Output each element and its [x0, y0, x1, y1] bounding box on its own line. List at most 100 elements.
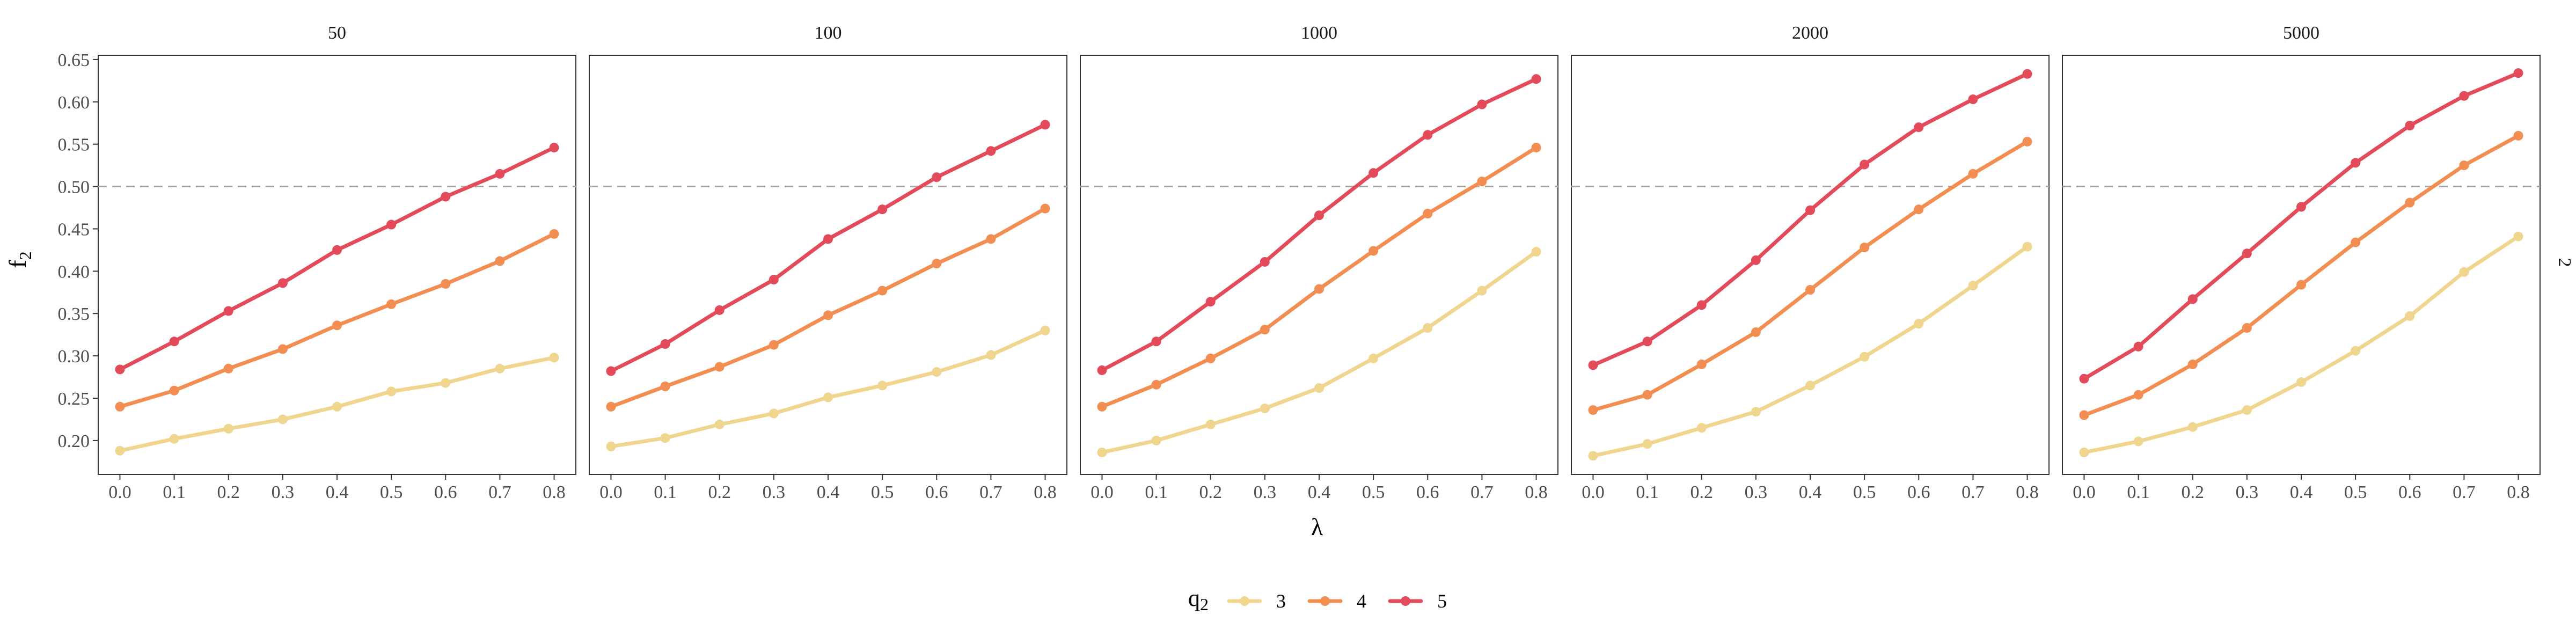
x-tick-label: 0.8	[2016, 482, 2039, 502]
data-point	[2513, 130, 2523, 141]
data-point	[2133, 436, 2143, 447]
data-point	[769, 408, 779, 419]
data-point	[823, 234, 833, 244]
data-point	[1696, 359, 1707, 369]
data-point	[1696, 300, 1707, 310]
x-tick-label: 0.1	[1636, 482, 1659, 502]
data-point	[1805, 205, 1815, 215]
data-point	[932, 259, 942, 269]
series-5	[2079, 68, 2523, 384]
x-tick-label: 0.8	[1034, 482, 1057, 502]
chart-panels: 50 0.0 0.1 0.2 0.3 0.4 0.5 0.6 0.7 0.8 0.20 0.25 0.3…	[58, 23, 2541, 502]
x-tick-label: 0.3	[763, 482, 786, 502]
data-point	[769, 275, 779, 285]
series-4	[115, 229, 559, 412]
y-axis-title: f2	[4, 251, 35, 268]
panel-strip-label: 100	[815, 23, 842, 43]
x-tick-label: 0.0	[2073, 482, 2096, 502]
data-point	[1860, 159, 1870, 170]
data-point	[606, 366, 616, 376]
data-point	[332, 320, 342, 331]
x-tick-label: 0.3	[272, 482, 295, 502]
data-point	[660, 433, 670, 443]
x-tick-label: 0.7	[1962, 482, 1985, 502]
data-point	[932, 172, 942, 182]
data-point	[223, 423, 233, 434]
data-point	[549, 353, 559, 363]
series-3	[1097, 247, 1541, 457]
data-point	[441, 192, 451, 202]
right-strip-label: 2	[2555, 258, 2574, 267]
data-point	[2405, 120, 2415, 130]
data-point	[769, 340, 779, 350]
data-point	[1423, 209, 1433, 219]
data-point	[1860, 352, 1870, 362]
data-point	[2022, 69, 2032, 79]
data-point	[2459, 160, 2469, 171]
x-tick-label: 0.2	[708, 482, 731, 502]
data-point	[1314, 210, 1324, 221]
data-point	[441, 378, 451, 388]
data-point	[877, 286, 888, 296]
x-tick-label: 0.8	[1525, 482, 1548, 502]
y-tick-label: 0.20	[58, 431, 90, 451]
legend: q2 3 4 5	[1188, 585, 1447, 614]
data-point	[2022, 136, 2032, 147]
panel-frame	[1571, 55, 2050, 475]
panel-frame	[98, 55, 576, 475]
x-tick-label: 0.1	[1145, 482, 1168, 502]
data-point	[877, 380, 888, 391]
data-point	[714, 305, 724, 315]
data-point	[1531, 247, 1541, 257]
x-tick-label: 0.4	[2290, 482, 2313, 502]
y-tick-label: 0.65	[58, 50, 90, 70]
data-point	[986, 234, 996, 244]
data-point	[1477, 99, 1487, 109]
data-point	[1423, 323, 1433, 333]
data-point	[1588, 451, 1598, 461]
data-point	[2022, 241, 2032, 252]
series-5	[1097, 74, 1541, 375]
data-point	[2079, 374, 2089, 384]
data-point	[2405, 311, 2415, 321]
x-tick-label: 0.0	[599, 482, 623, 502]
panel-frame	[1080, 55, 1558, 475]
data-point	[932, 367, 942, 377]
y-axis-title-main: f	[4, 260, 31, 268]
series-4	[606, 203, 1050, 412]
legend-title: q2	[1188, 585, 1209, 614]
data-point	[1040, 325, 1050, 335]
panel-strip-label: 1000	[1301, 23, 1337, 43]
data-point	[1205, 297, 1216, 307]
series-3	[115, 353, 559, 456]
data-point	[986, 350, 996, 360]
legend-label: 4	[1357, 590, 1366, 612]
data-point	[1642, 439, 1652, 449]
data-point	[115, 445, 125, 456]
data-point	[2242, 405, 2252, 415]
data-point	[1260, 403, 1270, 413]
data-point	[1968, 281, 1978, 291]
data-point	[1860, 243, 1870, 253]
x-tick-label: 0.7	[1470, 482, 1494, 502]
x-tick-label: 0.7	[979, 482, 1002, 502]
data-point	[223, 306, 233, 316]
x-tick-label: 0.6	[2398, 482, 2421, 502]
x-tick-label: 0.1	[2127, 482, 2150, 502]
data-point	[277, 414, 288, 425]
data-point	[549, 142, 559, 152]
legend-item-4: 4	[1307, 590, 1366, 612]
panel-frame	[589, 55, 1067, 475]
data-point	[1423, 130, 1433, 140]
x-tick-label: 0.3	[2236, 482, 2259, 502]
panel-strip-label: 2000	[1792, 23, 1828, 43]
x-tick-label: 0.4	[1308, 482, 1331, 502]
data-point	[1914, 122, 1924, 133]
data-point	[1751, 407, 1761, 417]
x-tick-label: 0.1	[654, 482, 677, 502]
data-point	[1531, 74, 1541, 84]
x-tick-label: 0.5	[380, 482, 403, 502]
series-3	[2079, 231, 2523, 457]
data-point	[495, 363, 505, 374]
